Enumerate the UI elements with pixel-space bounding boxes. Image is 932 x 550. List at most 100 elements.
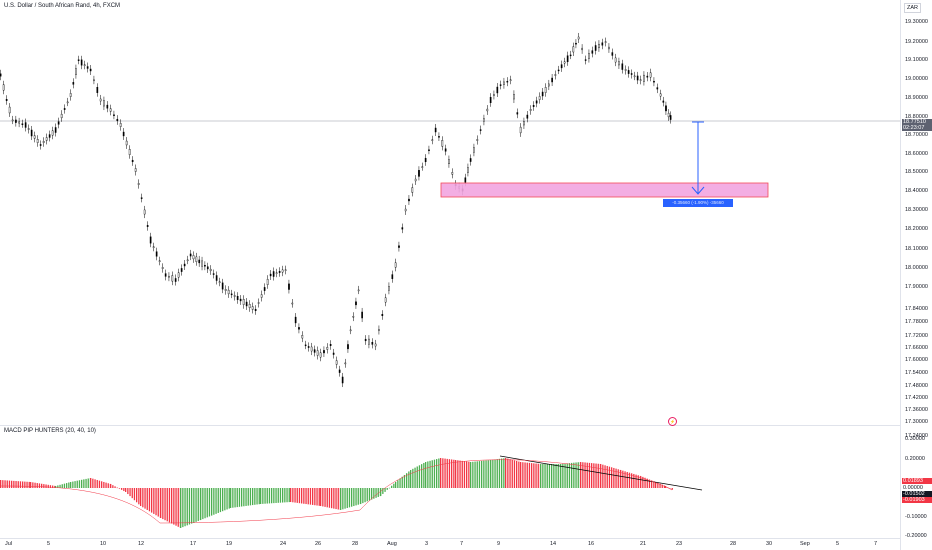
candle <box>192 255 195 260</box>
candle <box>186 259 189 262</box>
macd-bar <box>346 488 348 509</box>
time-tick-label: Jul <box>5 541 13 547</box>
macd-bar <box>555 464 557 488</box>
price-tick-label: 19.20000 <box>905 39 928 45</box>
candle <box>33 135 36 139</box>
candle <box>572 46 575 53</box>
macd-bar <box>28 481 30 488</box>
macd-bar <box>320 488 322 506</box>
macd-bar <box>584 462 586 488</box>
macd-bar <box>70 482 72 488</box>
macd-bar <box>440 458 442 488</box>
macd-bar <box>230 488 232 508</box>
candle <box>39 144 42 146</box>
macd-bar <box>112 485 114 488</box>
macd-bar <box>38 483 41 488</box>
macd-bar <box>68 482 70 488</box>
price-axis[interactable] <box>900 0 932 550</box>
candle <box>434 127 437 133</box>
candle <box>310 346 313 352</box>
macd-bar <box>11 480 13 488</box>
candle <box>624 69 627 71</box>
candle <box>218 281 221 283</box>
macd-bar <box>208 488 211 517</box>
macd-bar <box>566 463 568 488</box>
macd-bar <box>13 480 15 488</box>
macd-bar <box>2 480 4 488</box>
candle <box>516 112 519 115</box>
macd-title[interactable]: MACD PIP HUNTERS (20, 40, 10) <box>4 428 96 434</box>
macd-bar <box>368 488 371 501</box>
candle <box>146 225 149 227</box>
macd-bar <box>85 478 87 488</box>
currency-badge[interactable]: ZAR <box>904 3 921 13</box>
candle <box>313 349 316 353</box>
macd-bar <box>509 459 511 488</box>
macd-bar <box>140 488 142 506</box>
candle <box>532 105 535 107</box>
current-price-tag: 18.77510 02:23:07 <box>902 119 932 131</box>
time-tick-label: 26 <box>315 541 322 547</box>
candle <box>441 140 444 147</box>
candle <box>473 147 475 153</box>
candle <box>394 262 397 268</box>
macd-bar <box>617 469 619 488</box>
candle <box>646 75 649 78</box>
candle <box>96 87 99 93</box>
price-chart[interactable] <box>0 0 900 425</box>
macd-bar <box>151 488 153 513</box>
macd-bar <box>531 463 533 488</box>
macd-bar <box>155 488 157 516</box>
candle <box>535 100 538 104</box>
macd-bar <box>241 488 243 507</box>
candle <box>180 268 183 272</box>
candle <box>499 84 502 86</box>
candle <box>621 63 624 70</box>
candle <box>236 296 239 300</box>
candle <box>189 253 192 257</box>
symbol-title[interactable]: U.S. Dollar / South African Rand, 4h, FX… <box>4 3 121 9</box>
pane-divider[interactable] <box>0 425 932 426</box>
macd-bar <box>403 474 406 488</box>
candle <box>86 66 89 69</box>
macd-bar <box>340 488 342 510</box>
candle <box>384 297 387 303</box>
candle <box>75 68 77 75</box>
macd-bar <box>273 488 275 504</box>
macd-bar <box>213 488 215 515</box>
macd-bar <box>204 488 206 519</box>
candle <box>149 236 152 244</box>
macd-indicator-pane[interactable] <box>0 428 900 538</box>
event-marker-icon[interactable]: ⚡ <box>668 417 677 426</box>
macd-bar <box>633 473 635 488</box>
macd-bar <box>397 480 399 488</box>
candle <box>89 68 92 72</box>
macd-bar <box>507 458 509 488</box>
macd-bar <box>442 458 444 488</box>
macd-bar <box>505 458 507 488</box>
macd-bar <box>421 464 423 488</box>
macd-bar <box>503 458 505 488</box>
price-tick-label: 17.54000 <box>905 370 928 376</box>
macd-bar <box>110 484 112 488</box>
candle <box>476 139 479 141</box>
candle <box>496 86 499 94</box>
candle <box>486 108 489 112</box>
macd-bar <box>468 461 470 488</box>
macd-bar <box>453 459 455 488</box>
price-tick-label: 19.30000 <box>905 19 928 25</box>
candle <box>99 98 102 102</box>
macd-bar <box>595 463 597 488</box>
macd-bar <box>628 472 631 488</box>
macd-bar <box>282 488 284 503</box>
macd-bar <box>322 488 324 507</box>
candle <box>355 301 357 306</box>
macd-bar <box>121 488 123 490</box>
macd-bar <box>357 488 359 505</box>
macd-bar <box>258 488 260 505</box>
macd-bar <box>494 459 496 488</box>
macd-bar <box>188 488 191 525</box>
price-range-label[interactable]: -0.35660 (-1.90%) -35660 <box>663 199 733 207</box>
candle <box>438 136 440 138</box>
